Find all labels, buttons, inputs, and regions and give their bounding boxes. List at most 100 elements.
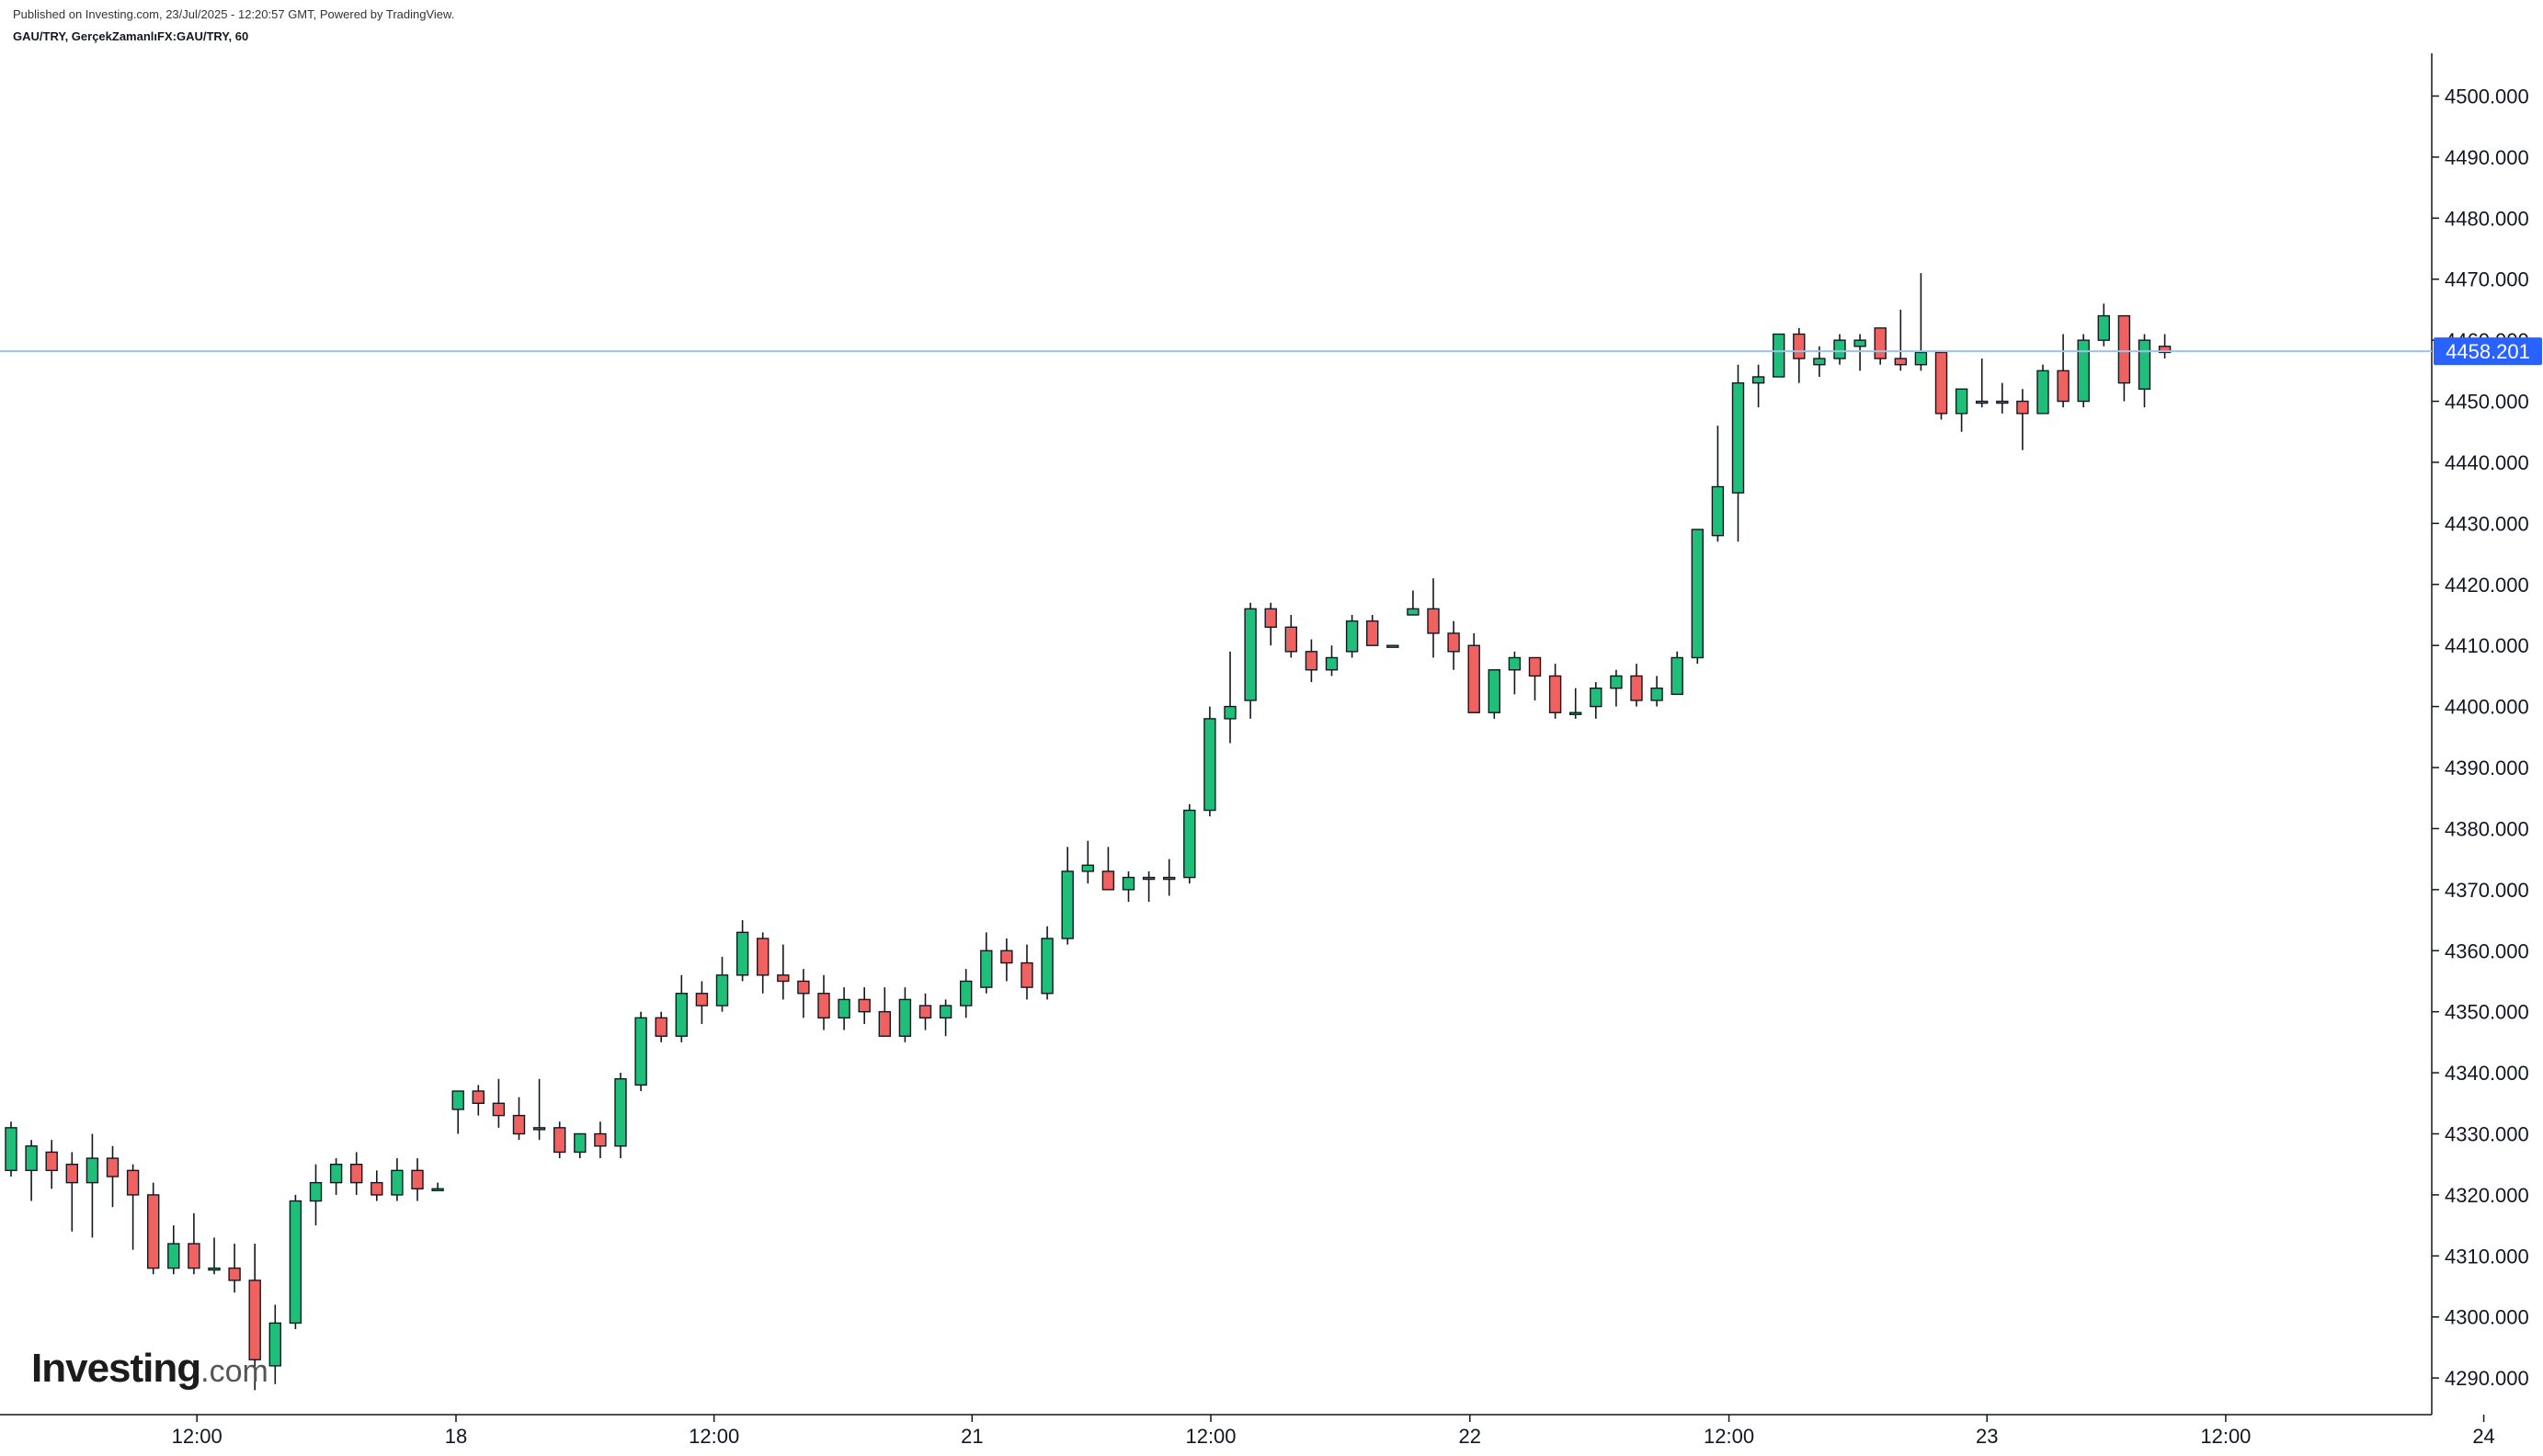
y-tick-label: 4500.000 [2445, 85, 2529, 108]
candle-body [1630, 675, 1643, 701]
candle-body [715, 974, 729, 1007]
candle-body [1386, 644, 1399, 648]
last-price-label: 4458.201 [2446, 340, 2530, 363]
y-tick-label: 4310.000 [2445, 1245, 2529, 1268]
candle-body [634, 1017, 647, 1086]
candle-body [45, 1151, 58, 1172]
candle-body [1671, 656, 1683, 696]
candle-body [1793, 333, 1806, 359]
x-tick-label: 12:00 [172, 1425, 222, 1448]
candle-body [391, 1169, 404, 1196]
candle-body [1996, 400, 2009, 404]
candle-body [655, 1017, 667, 1037]
candle-body [695, 993, 709, 1007]
candle-body [614, 1078, 627, 1147]
candle-body [228, 1267, 241, 1281]
candle-body [1224, 705, 1237, 720]
candle-body [1021, 961, 1033, 988]
investing-logo: Investing.com [31, 1346, 268, 1392]
candle-body [2077, 339, 2090, 403]
last-price-tag [2434, 337, 2542, 366]
y-tick-label: 4390.000 [2445, 756, 2529, 779]
candle-body [1488, 669, 1501, 713]
candle-body [1122, 876, 1135, 891]
candle-body [675, 993, 688, 1037]
candle-body [208, 1267, 221, 1271]
x-tick-label: 23 [1976, 1425, 1998, 1448]
candle-body [1914, 351, 1928, 366]
candle-body [1833, 339, 1846, 359]
candle-body [350, 1164, 363, 1184]
candle-body [1041, 938, 1054, 995]
candle-body [2016, 400, 2029, 415]
candle-body [1081, 864, 1095, 872]
candle-body [289, 1200, 302, 1325]
candle-body [1325, 656, 1339, 671]
candle-body [1061, 870, 1074, 939]
candle-body [1162, 876, 1176, 881]
candle-body [594, 1132, 607, 1147]
x-tick-label: 12:00 [1185, 1425, 1236, 1448]
candle-body [878, 1010, 891, 1037]
candle-body [1548, 675, 1562, 713]
candle-body [1894, 358, 1908, 366]
x-tick-label: 12:00 [1704, 1425, 1754, 1448]
candle-body [1955, 388, 1968, 415]
candle-body [1345, 620, 1359, 653]
candle-body [1467, 644, 1480, 713]
candle-body [1284, 626, 1298, 653]
candle-body [1264, 608, 1277, 628]
x-tick-label: 12:00 [2200, 1425, 2251, 1448]
candle-body [329, 1164, 343, 1184]
candle-body [188, 1243, 200, 1269]
y-tick-label: 4430.000 [2445, 512, 2529, 535]
y-tick-label: 4340.000 [2445, 1062, 2529, 1085]
candle-body [2097, 314, 2111, 341]
candle-body [1000, 950, 1013, 964]
candle-body [797, 980, 810, 995]
candle-body [1407, 608, 1420, 616]
candle-body [431, 1188, 444, 1191]
x-tick-label: 12:00 [689, 1425, 739, 1448]
candle-body [939, 1005, 952, 1019]
y-tick-label: 4490.000 [2445, 146, 2529, 169]
candle-body [1101, 870, 1115, 891]
x-tick-label: 18 [445, 1425, 467, 1448]
candle-body [574, 1132, 587, 1154]
candle-body [898, 998, 912, 1037]
candle-body [512, 1114, 526, 1135]
candle-body [1610, 675, 1623, 689]
y-tick-label: 4360.000 [2445, 939, 2529, 962]
candle-body [492, 1102, 506, 1117]
y-tick-label: 4380.000 [2445, 817, 2529, 840]
candle-body [248, 1280, 261, 1360]
candle-body [451, 1090, 464, 1110]
candle-body [472, 1090, 485, 1104]
x-tick-label: 22 [1459, 1425, 1481, 1448]
candle-body [1751, 376, 1765, 384]
candle-body [2036, 370, 2049, 415]
candle-body [1772, 333, 1785, 378]
candle-body [1813, 358, 1826, 366]
candle-body [1691, 529, 1705, 659]
candle-body [1711, 485, 1725, 537]
x-tick-label: 21 [961, 1425, 983, 1448]
candle-body [980, 950, 993, 988]
y-tick-label: 4350.000 [2445, 1001, 2529, 1024]
candle-body [167, 1243, 180, 1269]
published-caption: Published on Investing.com, 23/Jul/2025 … [13, 7, 455, 21]
y-tick-label: 4370.000 [2445, 879, 2529, 902]
y-tick-label: 4330.000 [2445, 1123, 2529, 1146]
candle-body [2138, 339, 2151, 390]
y-tick-label: 4290.000 [2445, 1367, 2529, 1390]
candle-body [553, 1127, 566, 1154]
candle-body [1934, 351, 1948, 415]
y-tick-label: 4440.000 [2445, 451, 2529, 474]
y-tick-label: 4450.000 [2445, 391, 2529, 414]
candle-body [86, 1157, 99, 1184]
candle-body [25, 1145, 38, 1172]
candle-body [5, 1127, 17, 1172]
candle-body [777, 974, 790, 983]
candle-body [817, 993, 830, 1019]
